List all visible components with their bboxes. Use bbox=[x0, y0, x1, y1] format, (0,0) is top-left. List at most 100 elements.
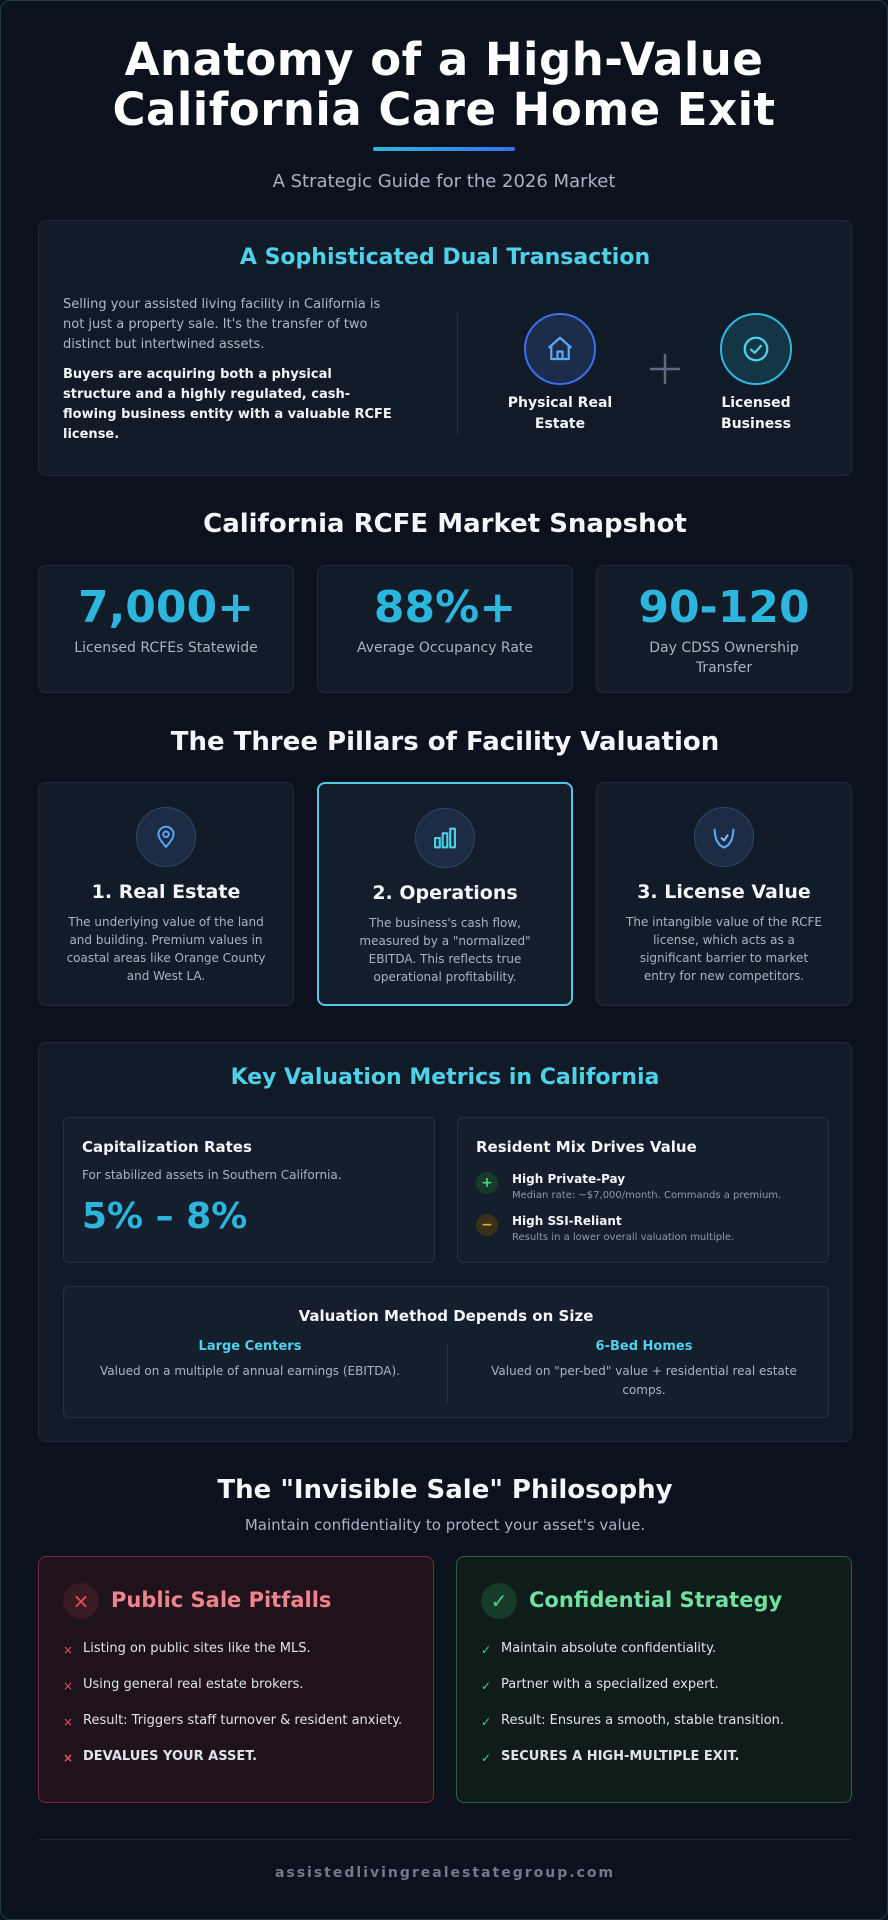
hero-header: Anatomy of a High-Value California Care … bbox=[1, 1, 887, 193]
cap-rate-box: Capitalization Rates For stabilized asse… bbox=[63, 1117, 435, 1263]
mix-row-description: Median rate: ~$7,000/month. Commands a p… bbox=[512, 1190, 782, 1201]
list-item-text: SECURES A HIGH-MULTIPLE EXIT. bbox=[501, 1749, 740, 1764]
pillar-title: 1. Real Estate bbox=[91, 881, 241, 903]
x-icon: × bbox=[63, 1643, 74, 1657]
page-title-line-2: California Care Home Exit bbox=[112, 83, 776, 136]
list-item: × Listing on public sites like the MLS. bbox=[63, 1639, 413, 1659]
cap-rate-value: 5% – 8% bbox=[82, 1196, 248, 1237]
invisible-sale-subtitle: Maintain confidentiality to protect your… bbox=[244, 1516, 646, 1534]
strategy-title: Confidential Strategy bbox=[529, 1588, 783, 1612]
method-description: Valued on "per-bed" value + residential … bbox=[491, 1364, 797, 1397]
valuation-method-box: Valuation Method Depends on Size Large C… bbox=[63, 1286, 829, 1418]
stat-label: Licensed RCFEs Statewide bbox=[74, 640, 258, 656]
x-icon: × bbox=[63, 1751, 74, 1765]
dual-transaction-title: A Sophisticated Dual Transaction bbox=[239, 245, 651, 270]
mix-row-description: Results in a lower overall valuation mul… bbox=[512, 1232, 735, 1243]
metrics-title: Key Valuation Metrics in California bbox=[230, 1065, 660, 1090]
valuation-method-title: Valuation Method Depends on Size bbox=[298, 1307, 594, 1325]
house-icon bbox=[524, 313, 596, 385]
method-description: Valued on a multiple of annual earnings … bbox=[100, 1364, 400, 1378]
check-circle-icon: ✓ bbox=[481, 1583, 517, 1619]
cap-rate-title: Capitalization Rates bbox=[82, 1138, 252, 1156]
stat-value: 90-120 bbox=[638, 582, 810, 633]
method-column-small: 6-Bed Homes Valued on "per-bed" value + … bbox=[458, 1339, 830, 1400]
method-heading: 6-Bed Homes bbox=[595, 1339, 693, 1354]
asset-label-business: Licensed Business bbox=[721, 395, 791, 432]
dual-transaction-card: A Sophisticated Dual Transaction Selling… bbox=[38, 220, 852, 476]
page-subtitle: A Strategic Guide for the 2026 Market bbox=[272, 171, 616, 192]
check-circle-icon bbox=[720, 313, 792, 385]
check-icon: ✓ bbox=[481, 1715, 492, 1729]
page-title: Anatomy of a High-Value California Care … bbox=[1, 35, 887, 135]
footer-website: assistedlivingrealestategroup.com bbox=[274, 1865, 616, 1881]
minus-badge-icon: − bbox=[476, 1214, 498, 1236]
method-column-large: Large Centers Valued on a multiple of an… bbox=[64, 1339, 436, 1381]
page-title-line-1: Anatomy of a High-Value bbox=[124, 33, 764, 86]
pillar-description: The intangible value of the RCFE license… bbox=[626, 915, 822, 983]
list-item: × Result: Triggers staff turnover & resid… bbox=[63, 1711, 413, 1731]
pitfalls-title: Public Sale Pitfalls bbox=[111, 1588, 332, 1612]
stat-card: 90-120 Day CDSS Ownership Transfer bbox=[596, 565, 852, 693]
stat-card: 88%+ Average Occupancy Rate bbox=[317, 565, 573, 693]
pillar-card-real-estate: 1. Real Estate The underlying value of t… bbox=[38, 782, 294, 1006]
plus-icon bbox=[645, 349, 685, 389]
stat-value: 88%+ bbox=[373, 582, 517, 633]
valuation-metrics-card: Key Valuation Metrics in California Capi… bbox=[38, 1042, 852, 1442]
resident-mix-box: Resident Mix Drives Value + High Private… bbox=[457, 1117, 829, 1263]
pillar-title: 2. Operations bbox=[372, 882, 518, 904]
resident-mix-title: Resident Mix Drives Value bbox=[476, 1138, 697, 1156]
pitfalls-panel: × Public Sale Pitfalls × Listing on publi… bbox=[38, 1556, 434, 1803]
method-heading: Large Centers bbox=[198, 1339, 302, 1354]
plus-badge-icon: + bbox=[476, 1172, 498, 1194]
x-icon: × bbox=[63, 1679, 74, 1693]
strategy-panel: ✓ Confidential Strategy ✓ Maintain absolu… bbox=[456, 1556, 852, 1803]
map-pin-icon bbox=[136, 807, 196, 867]
check-icon: ✓ bbox=[481, 1643, 492, 1657]
bar-chart-icon bbox=[415, 808, 475, 868]
list-item: ✓ Maintain absolute confidentiality. bbox=[481, 1639, 831, 1659]
cap-rate-description: For stabilized assets in Southern Califo… bbox=[82, 1168, 342, 1182]
list-item: ✓ Partner with a specialized expert. bbox=[481, 1675, 831, 1695]
list-item: × DEVALUES YOUR ASSET. bbox=[63, 1747, 413, 1767]
list-item: ✓ Result: Ensures a smooth, stable transi… bbox=[481, 1711, 831, 1731]
list-item-text: Partner with a specialized expert. bbox=[501, 1677, 719, 1692]
list-item-text: Maintain absolute confidentiality. bbox=[501, 1641, 717, 1656]
pillars-title: The Three Pillars of Facility Valuation bbox=[170, 727, 720, 757]
asset-label-real-estate: Physical Real Estate bbox=[507, 395, 613, 432]
pitfalls-list: × Listing on public sites like the MLS. ×… bbox=[63, 1639, 413, 1783]
list-item-text: DEVALUES YOUR ASSET. bbox=[83, 1749, 258, 1764]
check-icon: ✓ bbox=[481, 1679, 492, 1693]
list-item-text: Result: Triggers staff turnover & reside… bbox=[83, 1713, 403, 1728]
pillar-description: The underlying value of the land and bui… bbox=[66, 915, 266, 983]
stat-card: 7,000+ Licensed RCFEs Statewide bbox=[38, 565, 294, 693]
pillar-card-operations: 2. Operations The business's cash flow, … bbox=[317, 782, 573, 1006]
dual-divider bbox=[457, 313, 458, 435]
invisible-sale-title: The "Invisible Sale" Philosophy bbox=[217, 1475, 673, 1505]
stat-label: Average Occupancy Rate bbox=[356, 640, 534, 656]
x-icon: × bbox=[63, 1715, 74, 1729]
check-icon: ✓ bbox=[481, 1751, 492, 1765]
list-item: × Using general real estate brokers. bbox=[63, 1675, 413, 1695]
mix-row-title: High Private-Pay bbox=[512, 1172, 626, 1186]
pillar-title: 3. License Value bbox=[637, 881, 811, 903]
snapshot-title: California RCFE Market Snapshot bbox=[203, 509, 687, 539]
stat-value: 7,000+ bbox=[77, 582, 255, 633]
dual-transaction-emphasis: Buyers are acquiring both a physical str… bbox=[63, 367, 392, 442]
title-underline bbox=[373, 147, 515, 151]
footer-divider bbox=[38, 1839, 852, 1840]
dual-transaction-text: Selling your assisted living facility in… bbox=[63, 295, 403, 445]
x-circle-icon: × bbox=[63, 1583, 99, 1619]
list-item-text: Result: Ensures a smooth, stable transit… bbox=[501, 1713, 785, 1728]
strategy-list: ✓ Maintain absolute confidentiality. ✓ Par… bbox=[481, 1639, 831, 1783]
pillar-description: The business's cash flow, measured by a … bbox=[359, 916, 531, 984]
method-divider bbox=[447, 1343, 448, 1403]
list-item: ✓ SECURES A HIGH-MULTIPLE EXIT. bbox=[481, 1747, 831, 1767]
pillar-card-license: 3. License Value The intangible value of… bbox=[596, 782, 852, 1006]
dual-transaction-intro: Selling your assisted living facility in… bbox=[63, 297, 381, 352]
shield-icon bbox=[694, 807, 754, 867]
stat-label: Day CDSS Ownership Transfer bbox=[649, 640, 799, 676]
list-item-text: Listing on public sites like the MLS. bbox=[83, 1641, 311, 1656]
list-item-text: Using general real estate brokers. bbox=[83, 1677, 304, 1692]
mix-row-title: High SSI-Reliant bbox=[512, 1214, 622, 1228]
